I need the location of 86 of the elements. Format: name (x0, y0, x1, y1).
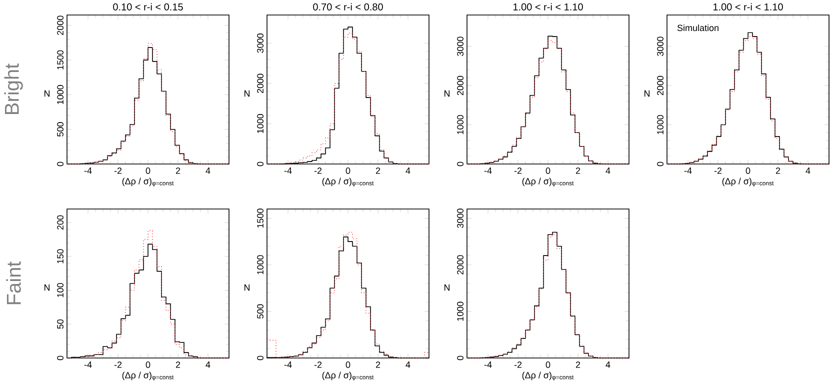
y-tick-label: 50 (57, 319, 64, 329)
y-tick-label: 3000 (657, 36, 664, 56)
y-axis-title: N (644, 90, 650, 97)
y-tick-label: 1000 (57, 85, 64, 104)
y-tick-label: 0 (457, 356, 464, 360)
y-tick-label: 1000 (257, 255, 264, 274)
x-tick-label: 2 (376, 362, 380, 368)
y-tick-label: 0 (57, 356, 64, 360)
x-tick-label: -2 (114, 168, 122, 174)
x-axis-title: (Δρ / σ)$_{φ=const}$ (522, 178, 574, 187)
y-tick-label: 2000 (457, 255, 464, 274)
text: Faint (6, 261, 21, 304)
x-tick-label: -4 (84, 168, 92, 174)
x-tick-label: -4 (84, 362, 92, 368)
y-tick-label: 2000 (257, 74, 264, 94)
x-tick-label: -4 (684, 168, 692, 174)
x-tick-label: -2 (314, 168, 322, 174)
x-tick-label: 4 (206, 168, 210, 174)
y-tick-label: 3000 (457, 208, 464, 228)
x-tick-label: 0 (146, 168, 150, 174)
x-tick-label: 2 (176, 362, 180, 368)
x-tick-label: 4 (206, 362, 210, 368)
x-axis-title: (Δρ / σ)$_{φ=const}$ (122, 178, 174, 187)
y-axis-title: N (444, 90, 450, 97)
x-tick-label: 2 (376, 168, 380, 174)
x-tick-label: -4 (284, 362, 292, 368)
y-tick-label: 0 (257, 356, 264, 360)
x-tick-label: 4 (406, 168, 410, 174)
y-tick-label: 3000 (457, 36, 464, 56)
y-tick-label: 1500 (57, 50, 64, 70)
x-tick-label: 0 (346, 362, 350, 368)
y-tick-label: 2000 (57, 16, 64, 35)
x-axis-title: (Δρ / σ)$_{φ=const}$ (322, 178, 374, 187)
text: Bright (4, 64, 23, 114)
x-tick-label: 0 (546, 362, 550, 368)
y-tick-label: 2000 (457, 76, 464, 96)
y-tick-label: 1000 (657, 115, 664, 134)
y-axis-title: N (44, 284, 50, 291)
x-tick-label: 4 (806, 168, 810, 174)
y-tick-label: 100 (57, 283, 64, 298)
x-axis-title: (Δρ / σ)$_{φ=const}$ (522, 372, 574, 381)
y-tick-label: 0 (457, 162, 464, 166)
x-tick-label: -2 (514, 362, 522, 368)
x-axis-title: (Δρ / σ)$_{φ=const}$ (722, 178, 774, 187)
y-tick-label: 1000 (257, 114, 264, 134)
x-tick-label: 4 (606, 168, 610, 174)
y-tick-label: 1500 (257, 208, 264, 228)
x-axis-title: (Δρ / σ)$_{φ=const}$ (122, 372, 174, 381)
y-axis-title: N (444, 284, 450, 291)
x-tick-label: -2 (314, 362, 322, 368)
chart-title: 1.00 < r-i < 1.10 (713, 3, 783, 10)
y-tick-label: 3000 (257, 34, 264, 53)
x-tick-label: -4 (484, 168, 492, 174)
y-tick-label: 1000 (457, 302, 464, 321)
y-tick-label: 500 (57, 122, 64, 136)
y-tick-label: 150 (57, 249, 64, 264)
x-tick-label: -4 (484, 362, 492, 368)
x-tick-label: -4 (284, 168, 292, 174)
x-tick-label: 0 (346, 168, 350, 174)
x-tick-label: -2 (714, 168, 722, 174)
x-tick-label: 2 (576, 362, 580, 368)
x-axis-title: (Δρ / σ)$_{φ=const}$ (322, 372, 374, 381)
x-tick-label: 0 (746, 168, 750, 174)
y-tick-label: 2000 (657, 76, 664, 96)
y-tick-label: 500 (257, 304, 264, 319)
x-tick-label: 2 (776, 168, 780, 174)
x-tick-label: 0 (546, 168, 550, 174)
chart-title: 1.00 < r-i < 1.10 (513, 3, 583, 10)
x-tick-label: -2 (514, 168, 522, 174)
chart-title: 0.10 < r-i < 0.15 (113, 3, 183, 10)
x-tick-label: 0 (146, 362, 150, 368)
y-tick-label: 1000 (457, 115, 464, 134)
y-axis-title: N (44, 90, 50, 97)
y-tick-label: 0 (257, 162, 264, 166)
annotation: Simulation (677, 24, 718, 32)
y-axis-title: N (244, 90, 250, 97)
y-tick-label: 200 (57, 215, 64, 230)
x-tick-label: 4 (406, 362, 410, 368)
y-tick-label: 0 (657, 162, 664, 166)
x-tick-label: -2 (114, 362, 122, 368)
chart-title: 0.70 < r-i < 0.80 (313, 3, 383, 10)
x-tick-label: 2 (176, 168, 180, 174)
x-tick-label: 4 (606, 362, 610, 368)
x-tick-label: 2 (576, 168, 580, 174)
y-tick-label: 0 (57, 162, 64, 166)
y-axis-title: N (244, 284, 250, 291)
